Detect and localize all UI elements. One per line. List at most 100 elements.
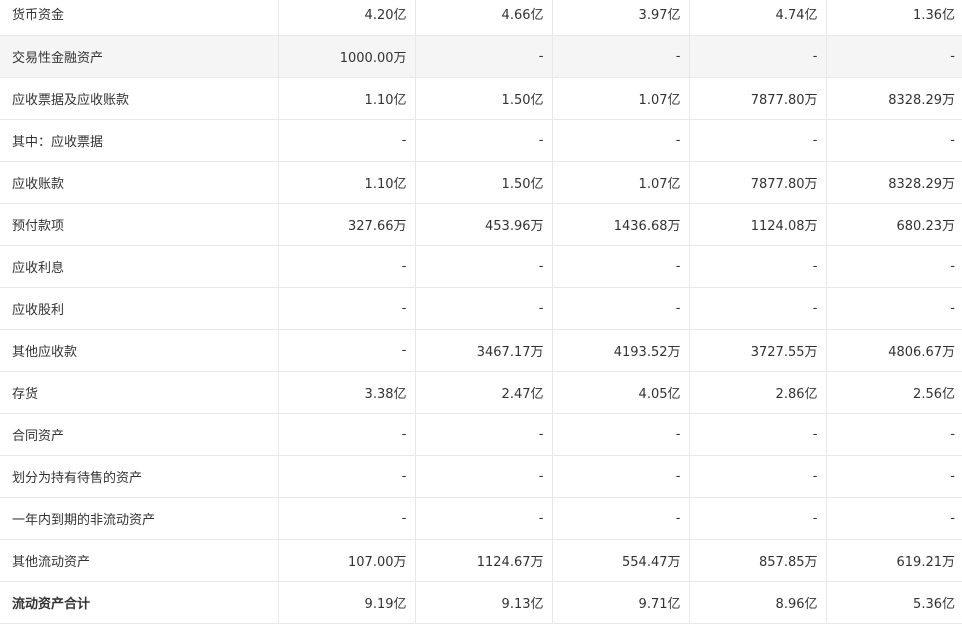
row-label: 应收票据及应收账款 xyxy=(0,77,279,120)
row-label: 流动资产合计 xyxy=(0,581,279,624)
row-value: 8328.29万 xyxy=(826,77,962,120)
row-label: 货币资金 xyxy=(0,0,279,36)
row-value: 3467.17万 xyxy=(415,329,553,372)
table-row: 划分为持有待售的资产 - - - - - xyxy=(0,455,962,498)
row-value: - xyxy=(826,413,962,456)
table-row: 其他应收款 -3467.17万 4193.52万 3727.55万 4806.67万 xyxy=(0,329,962,372)
table-row: 其中：应收票据 - - - - - xyxy=(0,119,962,162)
row-value: 4.20亿 xyxy=(278,0,416,36)
row-value: - xyxy=(689,497,827,540)
row-value: - xyxy=(278,119,416,162)
row-value: - xyxy=(415,497,553,540)
row-label: 一年内到期的非流动资产 xyxy=(0,497,279,540)
row-value: 1124.08万 xyxy=(689,203,827,246)
row-value: 3727.55万 xyxy=(689,329,827,372)
table-row: 一年内到期的非流动资产 - - - - - xyxy=(0,497,962,540)
row-value: 2.56亿 xyxy=(826,371,962,414)
row-value: 619.21万 xyxy=(826,539,962,582)
row-value: 2.47亿 xyxy=(415,371,553,414)
table-row: 应收账款 1.10亿 1.50亿 1.07亿 7877.80万 8328.29万 xyxy=(0,161,962,204)
row-value: - xyxy=(278,287,416,330)
row-value: 4.66亿 xyxy=(415,0,553,36)
row-value: - xyxy=(826,497,962,540)
row-value: - xyxy=(415,413,553,456)
row-label: 其他应收款 xyxy=(0,329,279,372)
row-value: - xyxy=(689,455,827,498)
row-value: 5.36亿 xyxy=(826,581,962,624)
row-value: 9.71亿 xyxy=(552,581,690,624)
table-row: 流动资产合计 9.19亿 9.13亿 9.71亿 8.96亿 5.36亿 xyxy=(0,581,962,624)
row-value: 857.85万 xyxy=(689,539,827,582)
row-value: - xyxy=(826,455,962,498)
row-value: - xyxy=(415,245,553,288)
table-row: 货币资金 4.20亿 4.66亿 3.97亿 4.74亿 1.36亿 xyxy=(0,0,962,36)
table-row: 预付款项 327.66万 453.96万 1436.68万 1124.08万 680.23… xyxy=(0,203,962,246)
row-value: - xyxy=(278,497,416,540)
row-value: - xyxy=(415,287,553,330)
row-value: - xyxy=(415,119,553,162)
row-value: 1.36亿 xyxy=(826,0,962,36)
row-value: 1.10亿 xyxy=(278,161,416,204)
row-value: 9.13亿 xyxy=(415,581,553,624)
row-value: - xyxy=(826,245,962,288)
row-value: 9.19亿 xyxy=(278,581,416,624)
row-value: 1436.68万 xyxy=(552,203,690,246)
table-row: 应收利息 - - - - - xyxy=(0,245,962,288)
row-value: 1.10亿 xyxy=(278,77,416,120)
row-value: 1000.00万 xyxy=(278,35,416,78)
row-value: 1.07亿 xyxy=(552,161,690,204)
row-value: 8328.29万 xyxy=(826,161,962,204)
row-value: 327.66万 xyxy=(278,203,416,246)
row-value: - xyxy=(689,413,827,456)
row-value: 7877.80万 xyxy=(689,161,827,204)
row-value: - xyxy=(689,287,827,330)
row-value: - xyxy=(689,35,827,78)
row-value: - xyxy=(552,35,690,78)
row-value: - xyxy=(552,119,690,162)
row-label: 存货 xyxy=(0,371,279,414)
table-row: 交易性金融资产 1000.00万 - - - - xyxy=(0,35,962,78)
row-value: 1124.67万 xyxy=(415,539,553,582)
row-value: 1.50亿 xyxy=(415,77,553,120)
row-value: - xyxy=(278,245,416,288)
row-value: - xyxy=(415,35,553,78)
row-value: - xyxy=(689,119,827,162)
table-row: 合同资产 - - - - - xyxy=(0,413,962,456)
row-value: - xyxy=(826,287,962,330)
table-row: 应收票据及应收账款 1.10亿 1.50亿 1.07亿 7877.80万 8328.29万 xyxy=(0,77,962,120)
row-value: - xyxy=(415,455,553,498)
row-value: 2.86亿 xyxy=(689,371,827,414)
row-value: 107.00万 xyxy=(278,539,416,582)
row-value: 3.38亿 xyxy=(278,371,416,414)
row-value: 453.96万 xyxy=(415,203,553,246)
row-value: 1.50亿 xyxy=(415,161,553,204)
row-value: 4.74亿 xyxy=(689,0,827,36)
row-value: - xyxy=(552,497,690,540)
row-value: - xyxy=(552,455,690,498)
row-value: 4193.52万 xyxy=(552,329,690,372)
table-row: 存货 3.38亿 2.47亿 4.05亿 2.86亿 2.56亿 xyxy=(0,371,962,414)
row-value: - xyxy=(278,329,416,372)
row-value: 554.47万 xyxy=(552,539,690,582)
table-row: 其他流动资产 107.00万 1124.67万 554.47万 857.85万 619.2… xyxy=(0,539,962,582)
row-value: - xyxy=(278,455,416,498)
row-label: 应收股利 xyxy=(0,287,279,330)
row-value: 680.23万 xyxy=(826,203,962,246)
row-label: 应收账款 xyxy=(0,161,279,204)
row-label: 预付款项 xyxy=(0,203,279,246)
row-value: - xyxy=(278,413,416,456)
row-value: 8.96亿 xyxy=(689,581,827,624)
row-label: 其中：应收票据 xyxy=(0,119,279,162)
table-row: 应收股利 - - - - - xyxy=(0,287,962,330)
row-value: - xyxy=(826,119,962,162)
row-value: - xyxy=(689,245,827,288)
row-value: 3.97亿 xyxy=(552,0,690,36)
row-value: - xyxy=(552,287,690,330)
row-label: 交易性金融资产 xyxy=(0,35,279,78)
row-label: 划分为持有待售的资产 xyxy=(0,455,279,498)
row-value: 4.05亿 xyxy=(552,371,690,414)
row-label: 其他流动资产 xyxy=(0,539,279,582)
row-value: - xyxy=(552,413,690,456)
